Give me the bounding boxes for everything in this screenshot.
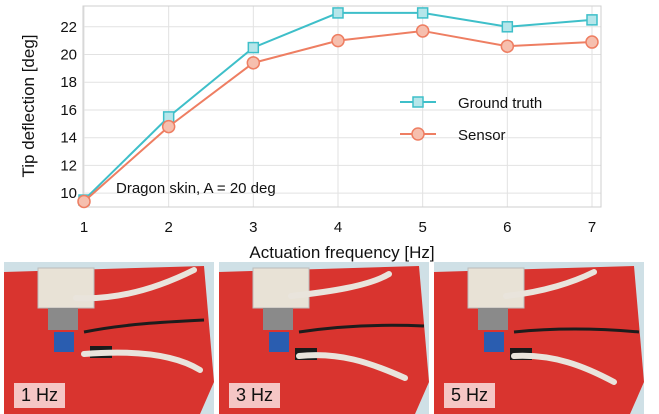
data-point-sensor — [246, 56, 261, 70]
legend: Ground truth Sensor — [400, 95, 542, 144]
x-tick-label: 6 — [503, 219, 511, 236]
x-tick-label: 4 — [334, 219, 342, 236]
x-tick-label: 7 — [588, 219, 596, 236]
photo-panel-5hz: 5 Hz — [434, 262, 644, 414]
data-point-sensor — [161, 119, 176, 134]
photo-panel-3hz: 3 Hz — [219, 262, 429, 414]
data-point-ground-truth — [586, 14, 598, 26]
data-point-sensor — [500, 39, 515, 53]
legend-label-ground-truth: Ground truth — [458, 95, 542, 112]
x-tick-label: 2 — [164, 219, 172, 236]
data-point-sensor — [77, 194, 91, 209]
photo-label: 1 Hz — [14, 383, 66, 408]
y-tick-label: 14 — [60, 130, 77, 147]
legend-label-sensor: Sensor — [458, 127, 506, 144]
data-point-ground-truth — [332, 7, 344, 19]
y-tick-label: 18 — [60, 74, 77, 91]
y-tick-label: 10 — [60, 185, 77, 202]
x-tick-label: 1 — [80, 219, 88, 236]
y-axis-title: Tip deflection [deg] — [19, 34, 38, 177]
y-tick-label: 20 — [60, 47, 77, 64]
data-point-sensor — [331, 33, 345, 48]
data-point-sensor — [585, 35, 599, 49]
annotation-text: Dragon skin, A = 20 deg — [116, 180, 276, 197]
x-tick-label: 5 — [418, 219, 426, 236]
data-point-ground-truth — [247, 41, 260, 54]
photo-label: 3 Hz — [229, 383, 281, 408]
y-tick-label: 22 — [60, 19, 77, 36]
series-layer — [77, 7, 599, 209]
data-point-ground-truth — [501, 21, 514, 33]
y-axis-ticks: 10 12 14 16 18 20 22 — [60, 19, 77, 202]
legend-marker-ground-truth — [412, 96, 424, 108]
photo-label: 5 Hz — [444, 383, 496, 408]
data-point-ground-truth — [416, 7, 429, 19]
legend-marker-sensor — [411, 127, 425, 141]
y-tick-label: 12 — [60, 157, 77, 174]
x-axis-ticks: 1 2 3 4 5 6 7 — [80, 219, 596, 236]
plot-frame — [82, 5, 602, 208]
x-tick-label: 3 — [249, 219, 257, 236]
y-tick-label: 16 — [60, 102, 77, 119]
x-axis-title: Actuation frequency [Hz] — [249, 243, 434, 262]
photo-panel-1hz: 1 Hz — [4, 262, 214, 414]
data-point-sensor — [415, 24, 430, 38]
